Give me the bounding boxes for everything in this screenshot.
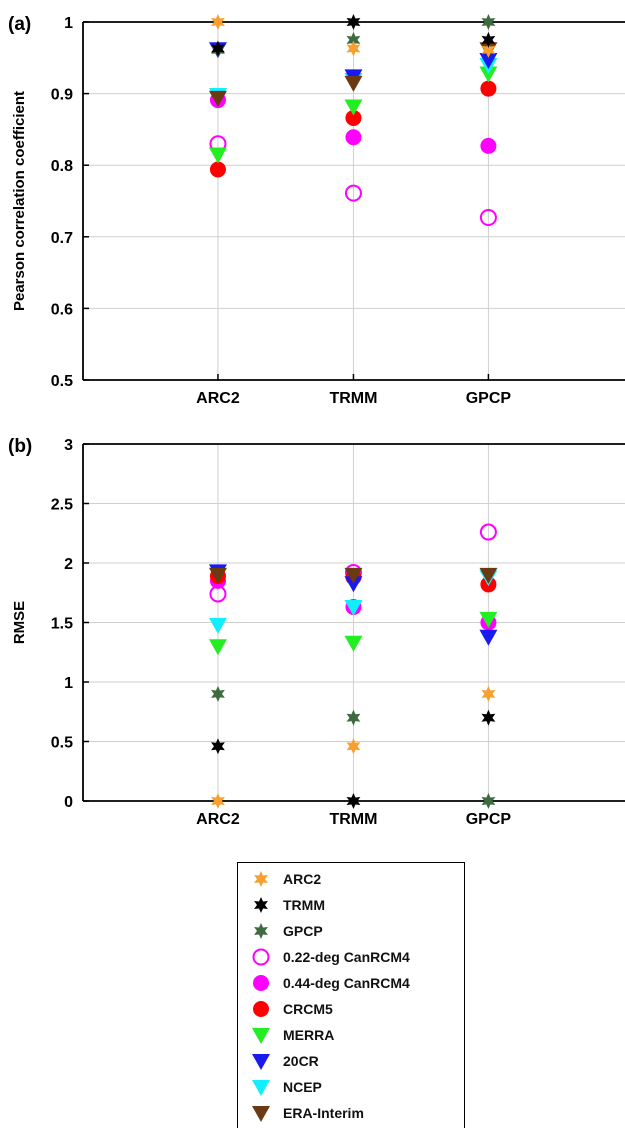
data-point-era-interim (344, 75, 363, 92)
x-tick-label: GPCP (466, 390, 512, 407)
legend-marker-star6 (254, 897, 268, 913)
legend-symbol-arc2 (254, 871, 268, 887)
legend-symbol-ncep (252, 1080, 270, 1096)
data-point-merra (344, 635, 363, 652)
data-point-gpcp (346, 31, 361, 48)
panel-label: (a) (8, 14, 31, 35)
legend-symbol-gpcp (254, 923, 268, 939)
data-point-0-44-deg-canrcm4 (345, 129, 362, 146)
y-tick-label: 1.5 (51, 616, 73, 633)
y-tick-label: 0.5 (51, 373, 73, 390)
legend-label: NCEP (283, 1079, 322, 1095)
y-tick-label: 2 (64, 556, 73, 573)
data-point-merra (208, 147, 227, 164)
legend-marker-star6 (254, 871, 268, 887)
data-point-arc2 (346, 738, 361, 755)
legend-marker-circle (253, 1001, 269, 1017)
data-point-20cr (479, 629, 498, 646)
legend-label: 0.22-deg CanRCM4 (283, 949, 410, 965)
data-point-merra (479, 66, 498, 83)
data-point-crcm5 (345, 109, 362, 126)
data-point-arc2 (211, 793, 225, 809)
legend: ARC2 TRMM GPCP 0.22-deg CanRCM4 0.44-deg Can… (237, 862, 465, 1128)
data-point-20cr (344, 576, 363, 593)
x-tick-label: ARC2 (196, 811, 240, 828)
legend-symbol-merra (252, 1028, 270, 1044)
y-tick-label: 0.5 (51, 735, 73, 752)
legend-symbol-era-interim (252, 1106, 270, 1122)
legend-marker-triangle-down (252, 1080, 270, 1096)
legend-label: TRMM (283, 897, 325, 913)
data-point-trmm (211, 738, 225, 755)
data-point-era-interim (479, 567, 498, 584)
data-point-trmm (481, 709, 496, 726)
legend-label: ERA-Interim (283, 1105, 364, 1121)
data-point-0-44-deg-canrcm4 (480, 137, 497, 154)
legend-symbol-trmm (254, 897, 268, 913)
data-point-0-22-deg-canrcm4 (344, 184, 362, 202)
y-tick-label: 2.5 (51, 497, 73, 514)
data-point-era-interim (344, 567, 363, 584)
x-tick-label: TRMM (329, 390, 377, 407)
data-point-arc2 (211, 14, 225, 30)
legend-label: 20CR (283, 1053, 319, 1069)
legend-marker-triangle-down (252, 1028, 270, 1044)
legend-label: ARC2 (283, 871, 322, 887)
legend-symbol-20cr (252, 1054, 270, 1070)
data-point-crcm5 (480, 80, 497, 97)
data-point-arc2 (481, 41, 496, 58)
legend-label: GPCP (283, 923, 323, 939)
legend-symbol-crcm5 (253, 1001, 269, 1017)
x-tick-label: GPCP (466, 811, 512, 828)
data-point-arc2 (481, 685, 496, 702)
data-point-merra (208, 639, 227, 656)
legend-marker-circle (253, 975, 269, 991)
legend-marker-star6 (254, 923, 268, 939)
data-point-gpcp (481, 14, 496, 30)
legend-label: 0.44-deg CanRCM4 (283, 975, 410, 991)
x-tick-label: ARC2 (196, 390, 240, 407)
data-point-gpcp (211, 685, 225, 702)
data-point-ncep (208, 617, 227, 634)
data-point-0-22-deg-canrcm4 (479, 208, 497, 226)
legend-symbol-0-44-deg-canrcm4 (253, 975, 269, 991)
y-axis-label: RMSE (11, 601, 28, 644)
data-point-arc2 (346, 40, 361, 57)
data-point-era-interim (208, 567, 227, 584)
data-point-gpcp (346, 709, 361, 726)
panel-b-rmse-chart: (b) 0 0.5 1 1.5 2 2.5 3 ARC2 TRMM GPCP RMSE (8, 436, 625, 828)
data-point-trmm (346, 14, 361, 30)
legend-marker-circle (252, 948, 270, 966)
data-point-trmm (346, 793, 361, 809)
legend-marker-triangle-down (252, 1054, 270, 1070)
legend-label: MERRA (283, 1027, 335, 1043)
y-tick-label: 0.9 (51, 87, 73, 104)
data-point-era-interim (208, 90, 227, 107)
y-tick-label: 0.8 (51, 158, 73, 175)
data-point-crcm5 (209, 161, 226, 178)
figure: (a) 0.5 0.6 0.7 0.8 0.9 1 ARC2 TRMM GPCP Pearson c… (8, 14, 625, 828)
y-tick-label: 0 (64, 794, 73, 811)
y-tick-label: 1 (64, 15, 73, 32)
data-point-trmm (211, 40, 225, 57)
y-tick-label: 0.7 (51, 230, 73, 247)
y-tick-label: 1 (64, 675, 73, 692)
data-point-merra (479, 611, 498, 628)
data-point-trmm (481, 31, 496, 48)
y-tick-label: 0.6 (51, 301, 73, 318)
y-tick-label: 3 (64, 437, 73, 454)
panel-a-correlation-chart: (a) 0.5 0.6 0.7 0.8 0.9 1 ARC2 TRMM GPCP Pearson c… (8, 14, 625, 407)
panel-label: (b) (8, 436, 32, 457)
legend-marker-triangle-down (252, 1106, 270, 1122)
data-point-ncep (344, 600, 363, 617)
data-point-gpcp (481, 793, 496, 809)
y-axis-label: Pearson correlation coefficient (11, 91, 28, 311)
x-tick-label: TRMM (329, 811, 377, 828)
data-point-merra (344, 99, 363, 116)
data-point-0-22-deg-canrcm4 (479, 523, 497, 541)
legend-label: CRCM5 (283, 1001, 333, 1017)
legend-symbol-0-22-deg-canrcm4 (252, 948, 270, 966)
data-point-20cr (479, 52, 498, 69)
